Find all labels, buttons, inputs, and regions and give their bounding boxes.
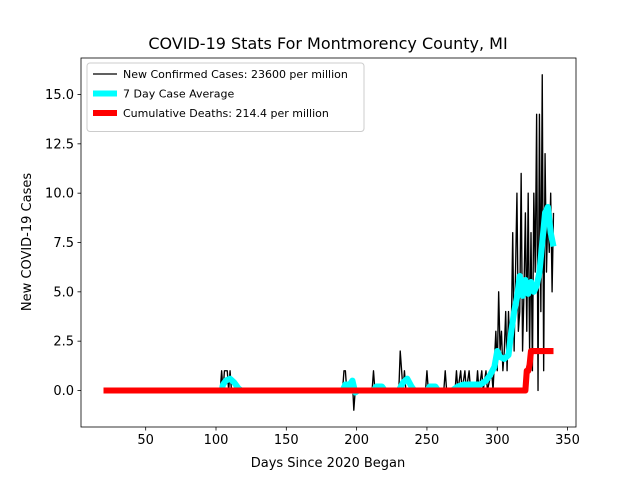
plot-frame	[80, 57, 577, 428]
y-tick-label: 10.0	[45, 187, 74, 202]
y-tick-label: 15.0	[45, 88, 74, 103]
y-tick-label: 5.0	[53, 285, 74, 300]
legend-label: Cumulative Deaths: 214.4 per million	[123, 107, 329, 120]
x-tick-label: 50	[137, 433, 154, 448]
x-tick-label: 350	[555, 433, 580, 448]
x-tick-label: 150	[274, 433, 299, 448]
y-tick-label: 0.0	[53, 384, 74, 399]
legend-label: 7 Day Case Average	[123, 88, 235, 101]
plot-lines	[103, 74, 557, 411]
chart-title: COVID-19 Stats For Montmorency County, M…	[148, 34, 507, 53]
y-tick-label: 12.5	[45, 137, 74, 152]
x-tick-label: 250	[415, 433, 440, 448]
legend-label: New Confirmed Cases: 23600 per million	[123, 68, 348, 81]
series-line	[103, 347, 554, 394]
y-axis-label: New COVID-19 Cases	[20, 173, 35, 311]
x-tick-label: 300	[485, 433, 510, 448]
y-tick-label: 2.5	[53, 335, 74, 350]
x-tick-label: 100	[204, 433, 229, 448]
x-axis-label: Days Since 2020 Began	[251, 456, 406, 471]
y-tick-label: 7.5	[53, 236, 74, 251]
x-tick-label: 200	[344, 433, 369, 448]
legend-box	[86, 62, 365, 132]
